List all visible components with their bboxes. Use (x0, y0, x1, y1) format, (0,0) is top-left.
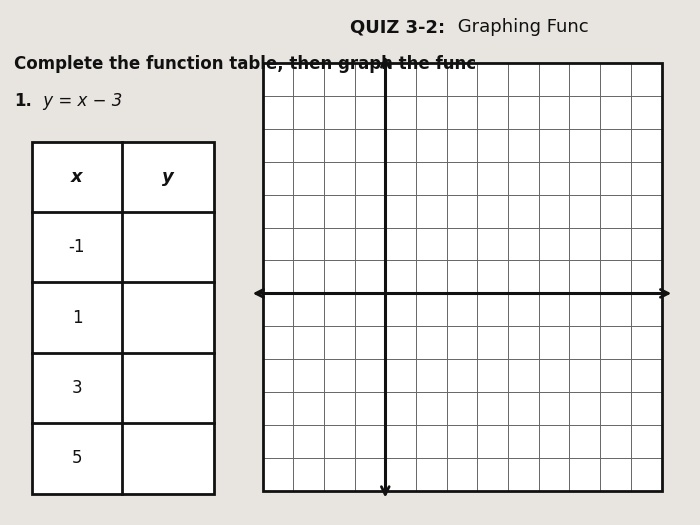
Text: 5: 5 (71, 449, 82, 467)
Text: -1: -1 (69, 238, 85, 256)
Bar (32, 142, 214, 493)
Text: y: y (162, 168, 174, 186)
Text: 3: 3 (71, 379, 83, 397)
Bar (262, 63, 662, 491)
Text: 1.: 1. (14, 92, 32, 110)
Text: Complete the function table, then graph the func: Complete the function table, then graph … (14, 55, 476, 73)
Text: QUIZ 3-2:: QUIZ 3-2: (350, 18, 445, 36)
Text: 1: 1 (71, 309, 83, 327)
Text: y = x − 3: y = x − 3 (38, 92, 123, 110)
Text: x: x (71, 168, 83, 186)
Bar (32, 142, 214, 493)
Bar (262, 63, 662, 491)
Text: Graphing Func: Graphing Func (452, 18, 588, 36)
